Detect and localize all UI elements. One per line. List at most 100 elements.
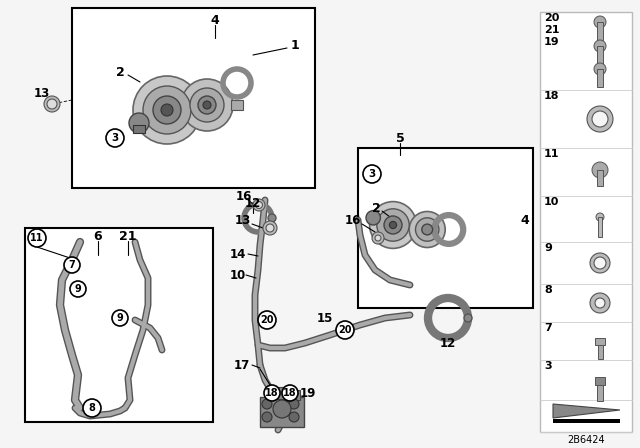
Text: 9: 9 bbox=[544, 243, 552, 253]
Circle shape bbox=[377, 209, 409, 241]
Circle shape bbox=[282, 385, 298, 401]
Circle shape bbox=[592, 162, 608, 178]
Bar bbox=[597, 385, 603, 401]
Bar bbox=[393, 220, 428, 229]
Text: 21: 21 bbox=[119, 229, 137, 242]
Text: 18: 18 bbox=[544, 91, 559, 101]
Circle shape bbox=[112, 310, 128, 326]
Bar bbox=[597, 22, 603, 40]
Circle shape bbox=[370, 202, 417, 248]
Text: 15: 15 bbox=[317, 311, 333, 324]
Text: 16: 16 bbox=[345, 214, 361, 227]
Circle shape bbox=[153, 96, 181, 124]
Circle shape bbox=[190, 88, 224, 122]
Circle shape bbox=[133, 76, 201, 144]
Bar bbox=[597, 46, 603, 64]
Circle shape bbox=[594, 40, 606, 52]
Text: 20: 20 bbox=[339, 325, 352, 335]
Circle shape bbox=[83, 399, 101, 417]
Text: 21: 21 bbox=[544, 25, 559, 35]
Text: 19: 19 bbox=[300, 387, 316, 400]
Circle shape bbox=[384, 216, 402, 234]
Text: 8: 8 bbox=[88, 403, 95, 413]
Circle shape bbox=[422, 224, 433, 235]
Circle shape bbox=[409, 211, 445, 247]
Text: 17: 17 bbox=[234, 358, 250, 371]
Text: 11: 11 bbox=[30, 233, 44, 243]
Circle shape bbox=[366, 211, 380, 225]
Circle shape bbox=[253, 199, 265, 211]
Polygon shape bbox=[553, 419, 620, 423]
Text: 9: 9 bbox=[116, 313, 124, 323]
Circle shape bbox=[587, 106, 613, 132]
Bar bbox=[25, 228, 213, 422]
Circle shape bbox=[106, 129, 124, 147]
Text: 7: 7 bbox=[68, 260, 76, 270]
Text: 10: 10 bbox=[544, 197, 559, 207]
Circle shape bbox=[47, 99, 57, 109]
Text: 6: 6 bbox=[93, 229, 102, 242]
Circle shape bbox=[273, 400, 291, 418]
Text: 19: 19 bbox=[544, 37, 559, 47]
Bar bbox=[167, 97, 207, 113]
Circle shape bbox=[64, 257, 80, 273]
Circle shape bbox=[70, 281, 86, 297]
Text: 2: 2 bbox=[372, 202, 380, 215]
Text: 2: 2 bbox=[116, 65, 124, 78]
Bar bbox=[231, 100, 243, 110]
Text: 3: 3 bbox=[369, 169, 376, 179]
Bar bbox=[597, 170, 603, 186]
Circle shape bbox=[595, 298, 605, 308]
Circle shape bbox=[161, 104, 173, 116]
Circle shape bbox=[258, 311, 276, 329]
Circle shape bbox=[262, 412, 272, 422]
Circle shape bbox=[464, 314, 472, 322]
Text: 3: 3 bbox=[544, 361, 552, 371]
Circle shape bbox=[389, 221, 397, 228]
Bar bbox=[598, 345, 602, 359]
Text: 12: 12 bbox=[440, 336, 456, 349]
Bar bbox=[540, 12, 632, 432]
Text: 18: 18 bbox=[265, 388, 279, 398]
Bar bbox=[598, 217, 602, 237]
Bar bbox=[358, 148, 533, 308]
Text: 3: 3 bbox=[111, 133, 118, 143]
Circle shape bbox=[594, 257, 606, 269]
Circle shape bbox=[415, 218, 439, 241]
Circle shape bbox=[590, 293, 610, 313]
Circle shape bbox=[363, 165, 381, 183]
Text: 8: 8 bbox=[544, 285, 552, 295]
Text: 1: 1 bbox=[291, 39, 300, 52]
Text: 9: 9 bbox=[75, 284, 81, 294]
Text: 12: 12 bbox=[245, 197, 261, 210]
Bar bbox=[260, 397, 304, 427]
Text: 2B6424: 2B6424 bbox=[567, 435, 605, 445]
Circle shape bbox=[263, 221, 277, 235]
Text: 5: 5 bbox=[396, 132, 404, 145]
Bar bbox=[277, 387, 287, 399]
Text: 18: 18 bbox=[283, 388, 297, 398]
Text: 11: 11 bbox=[544, 149, 559, 159]
Text: 13: 13 bbox=[34, 86, 50, 99]
Circle shape bbox=[28, 229, 46, 247]
Text: 20: 20 bbox=[544, 13, 559, 23]
Bar bbox=[597, 69, 603, 87]
Circle shape bbox=[596, 213, 604, 221]
Polygon shape bbox=[553, 404, 620, 418]
Circle shape bbox=[203, 101, 211, 109]
Circle shape bbox=[181, 79, 233, 131]
Text: 7: 7 bbox=[544, 323, 552, 333]
Text: 16: 16 bbox=[236, 190, 252, 202]
Circle shape bbox=[44, 96, 60, 112]
Circle shape bbox=[375, 235, 381, 241]
Bar bbox=[290, 390, 300, 400]
Circle shape bbox=[592, 111, 608, 127]
Circle shape bbox=[336, 321, 354, 339]
Circle shape bbox=[255, 202, 262, 208]
Circle shape bbox=[372, 232, 384, 244]
Text: 10: 10 bbox=[230, 268, 246, 281]
Circle shape bbox=[289, 412, 299, 422]
Circle shape bbox=[289, 399, 299, 409]
Bar bbox=[595, 338, 605, 345]
Bar bbox=[72, 8, 315, 188]
